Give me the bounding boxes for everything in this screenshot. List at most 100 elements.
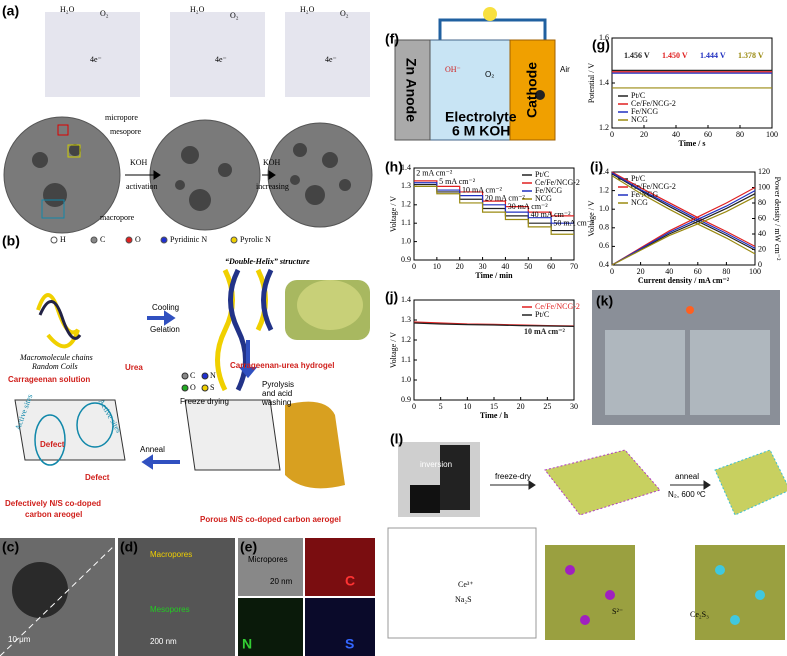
x-axis-label: Current density / mA cm⁻² [638,276,730,285]
label: Cathode [524,62,540,118]
label: 10 μm [8,635,31,644]
label: Pyridinic N [170,235,207,244]
y-tick-label: 1.0 [401,375,411,384]
battery-scheme [394,7,556,141]
legend-dot [201,384,209,392]
step-label: 10 mA cm⁻² [462,185,503,194]
legend-dot [181,384,189,392]
label: inversion [420,460,452,469]
label: Gelation [150,325,180,334]
legend-dot [90,236,98,244]
sem-image [118,538,235,656]
label: H₂O [60,5,75,14]
panel-b-art [14,268,370,489]
label: C [190,371,195,380]
legend-label: Pt/C [535,170,549,179]
legend-dot [50,236,58,244]
x-tick-label: 40 [665,267,673,276]
tem-image [238,538,303,596]
x-tick-label: 0 [412,262,416,271]
legend-label: NCG [631,198,648,207]
panel-label: (c) [2,539,19,555]
legend-dot [230,236,238,244]
annotation: 1.378 V [738,51,764,60]
panel-label: (h) [385,159,403,175]
panel-label: (f) [385,31,399,47]
label: Pyrolysis [262,380,294,389]
x-tick-label: 20 [640,130,648,139]
panel-label: (j) [385,289,398,305]
x-tick-label: 60 [547,262,555,271]
label: Carrageenan-urea hydrogel [230,361,334,370]
y-tick-label: 1.4 [599,78,609,87]
label: Zn Anode [403,58,419,122]
panel-l-art [387,442,787,640]
x-tick-label: 0 [412,402,416,411]
label: 4e⁻ [215,55,227,64]
label: Electrolyte [445,109,517,125]
map-n [238,598,303,656]
label: freeze-dry [495,472,531,481]
step-label: 20 mA cm⁻² [485,194,526,203]
y-axis-label: Voltage / V [389,196,398,232]
x-tick-label: 60 [694,267,702,276]
label: Urea [125,363,143,372]
label: Carrageenan solution [8,375,90,384]
step-label: 50 mA cm⁻² [553,218,594,227]
x-tick-label: 40 [501,262,509,271]
legend-label: Pt/C [535,310,549,319]
x-tick-label: 25 [543,402,551,411]
label: Macropores [150,550,192,559]
label: washing [261,398,291,407]
y-axis-label: Voltage / V [389,332,398,368]
x-tick-label: 15 [490,402,498,411]
label: O₂ [230,11,239,20]
label: Anneal [140,445,165,454]
label: O₂ [485,70,494,79]
y2-axis-label: Power density / mW cm⁻² [773,177,782,261]
y-tick-label: 0.9 [401,255,411,264]
label: S [210,383,214,392]
x-tick-label: 20 [456,262,464,271]
x-tick-label: 60 [704,130,712,139]
label: S²⁻ [612,607,623,616]
legend-label: Pt/C [631,91,645,100]
y2-tick-label: 0 [758,260,762,269]
y-tick-label: 0.4 [599,260,609,269]
step-label: 5 mA cm⁻² [439,177,476,186]
series-line [611,190,756,266]
y-axis-label: Voltage / V [587,200,596,236]
y-tick-label: 1.2 [401,200,411,209]
label: Na₂S [455,595,472,604]
label: S [345,636,354,652]
label: Macromolecule chains [19,353,93,362]
y2-tick-label: 20 [758,244,766,253]
x-tick-label: 5 [439,402,443,411]
y-tick-label: 1.4 [401,295,411,304]
x-axis-label: Time / s [679,139,706,148]
y-tick-label: 1.0 [599,204,609,213]
series-line [414,183,574,232]
x-tick-label: 30 [479,262,487,271]
panel-label: (i) [590,159,603,175]
label: Ce₂S₃ [690,610,709,619]
x-axis-label: Time / h [480,411,509,420]
y-tick-label: 1.3 [401,315,411,324]
panel-label: (a) [2,3,19,19]
x-tick-label: 0 [610,130,614,139]
annotation: 10 mA cm⁻² [524,327,565,336]
step-label: 2 mA cm⁻² [416,169,453,178]
series-line [611,173,756,251]
label: H₂O [190,5,205,14]
x-tick-label: 50 [524,262,532,271]
plot-frame [413,167,575,261]
label: and acid [262,389,292,398]
y-axis-label: Potential / V [587,63,596,104]
panel-label: (k) [596,293,613,309]
series-line [611,196,756,266]
x-tick-label: 100 [766,130,778,139]
label: Cooling [152,303,179,312]
label: 200 nm [150,637,177,646]
legend-dot [181,372,189,380]
y-tick-label: 1.2 [401,335,411,344]
